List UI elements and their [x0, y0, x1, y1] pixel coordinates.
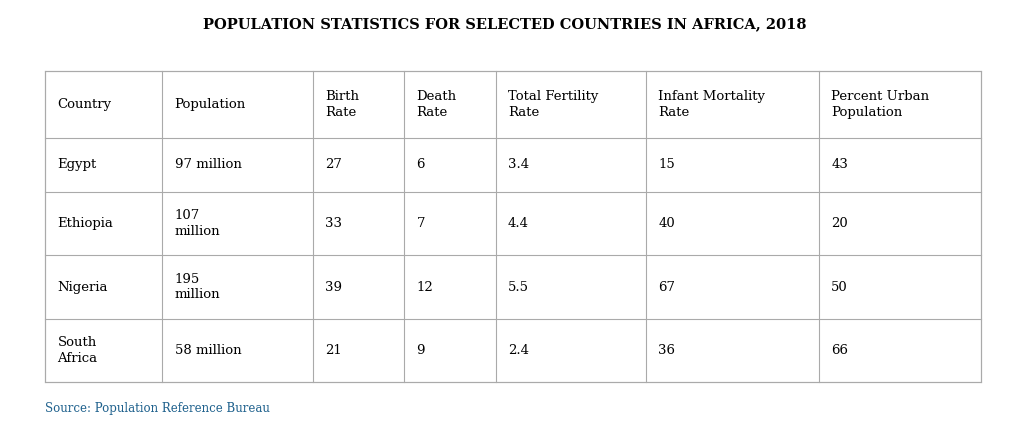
Text: Total Fertility
Rate: Total Fertility Rate — [508, 90, 598, 119]
Text: 15: 15 — [659, 159, 675, 172]
Text: 4.4: 4.4 — [508, 217, 529, 230]
Text: Death
Rate: Death Rate — [417, 90, 457, 119]
Text: 9: 9 — [417, 344, 425, 357]
Text: 12: 12 — [417, 281, 433, 294]
Text: 67: 67 — [659, 281, 675, 294]
Text: 6: 6 — [417, 159, 425, 172]
Text: 2.4: 2.4 — [508, 344, 529, 357]
Text: Source: Population Reference Bureau: Source: Population Reference Bureau — [45, 402, 270, 415]
Text: 97 million: 97 million — [175, 159, 241, 172]
Text: 40: 40 — [659, 217, 675, 230]
Text: POPULATION STATISTICS FOR SELECTED COUNTRIES IN AFRICA, 2018: POPULATION STATISTICS FOR SELECTED COUNT… — [203, 17, 806, 31]
Text: 39: 39 — [325, 281, 342, 294]
Text: 3.4: 3.4 — [508, 159, 529, 172]
Text: 7: 7 — [417, 217, 425, 230]
Text: 20: 20 — [831, 217, 848, 230]
Text: Egypt: Egypt — [58, 159, 97, 172]
Text: Infant Mortality
Rate: Infant Mortality Rate — [659, 90, 766, 119]
Text: Birth
Rate: Birth Rate — [325, 90, 359, 119]
Bar — [45, 71, 981, 382]
Text: 36: 36 — [659, 344, 675, 357]
Text: Country: Country — [58, 98, 112, 111]
Text: Nigeria: Nigeria — [58, 281, 108, 294]
Text: Ethiopia: Ethiopia — [58, 217, 113, 230]
Text: 107
million: 107 million — [175, 210, 220, 238]
Text: 43: 43 — [831, 159, 849, 172]
Text: Percent Urban
Population: Percent Urban Population — [831, 90, 929, 119]
Text: 50: 50 — [831, 281, 848, 294]
Text: 33: 33 — [325, 217, 342, 230]
Text: 58 million: 58 million — [175, 344, 241, 357]
Text: 27: 27 — [325, 159, 342, 172]
Text: 21: 21 — [325, 344, 342, 357]
Text: South
Africa: South Africa — [58, 337, 98, 365]
Text: Population: Population — [175, 98, 246, 111]
Text: 5.5: 5.5 — [508, 281, 529, 294]
Text: 66: 66 — [831, 344, 849, 357]
Text: 195
million: 195 million — [175, 273, 220, 302]
